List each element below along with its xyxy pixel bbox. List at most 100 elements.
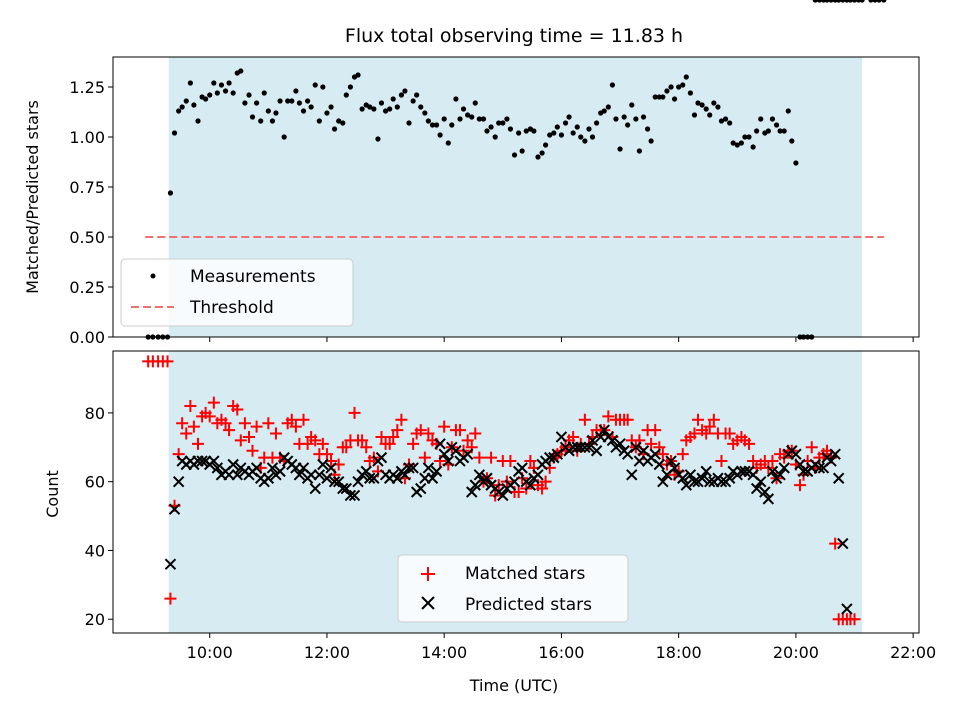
measurement-point [754, 128, 760, 134]
measurement-point [484, 128, 490, 134]
top-y-tick-label: 0.00 [69, 328, 105, 347]
measurement-point [414, 92, 420, 98]
measurement-point [406, 120, 412, 126]
measurement-point [793, 160, 799, 166]
matched-star-point [360, 441, 373, 454]
matched-star-point [703, 420, 716, 433]
matched-star-point [524, 455, 537, 468]
predicted-star-point [407, 462, 419, 474]
measurement-point [312, 82, 318, 88]
predicted-star-point [774, 469, 786, 481]
predicted-star-point [583, 441, 595, 454]
measurement-point [496, 120, 502, 126]
predicted-star-point [430, 465, 443, 478]
measurement-point [547, 132, 553, 138]
measurement-point [300, 108, 307, 114]
measurement-point [586, 126, 592, 132]
measurement-point [480, 116, 487, 122]
measurement-point [378, 100, 385, 106]
measurement-point [671, 96, 678, 102]
top-y-tick-label: 0.75 [69, 178, 105, 197]
predicted-star-point [442, 455, 455, 467]
measurement-point [222, 88, 229, 94]
measurement-point [265, 108, 271, 114]
measurement-point [711, 100, 717, 106]
measurement-point [453, 96, 459, 102]
matched-star-point [723, 427, 736, 440]
predicted-star-point [614, 438, 626, 450]
predicted-star-point [762, 493, 775, 505]
measurement-point [636, 148, 642, 154]
measurement-point [785, 108, 791, 114]
matched-star-point [656, 448, 669, 461]
legend-measurements-marker [150, 273, 156, 279]
measurement-point [273, 110, 279, 116]
top-legend: Measurements Threshold [120, 258, 354, 327]
top-y-tick-label: 0.25 [69, 278, 105, 297]
matched-star-point [242, 430, 255, 443]
x-tick-label: 16:00 [538, 643, 584, 662]
measurement-point [296, 100, 303, 106]
legend-threshold-label: Threshold [189, 298, 274, 318]
chart-title: Flux total observing time = 11.83 h [345, 25, 683, 47]
measurement-point [433, 122, 440, 128]
measurement-point [824, 0, 830, 3]
bottom-y-tick-label: 80 [85, 404, 105, 423]
measurement-point [465, 112, 471, 118]
matched-star-point [578, 413, 591, 426]
matched-star-point [395, 413, 408, 426]
measurement-point [734, 142, 740, 148]
measurement-point [746, 134, 752, 140]
matched-star-point [238, 417, 251, 430]
measurement-point [582, 138, 588, 144]
predicted-star-point [293, 469, 306, 481]
predicted-star-point [829, 448, 841, 460]
matched-star-point [485, 451, 498, 464]
bottom-y-tick-label: 60 [85, 473, 105, 492]
measurement-point [469, 114, 475, 120]
measurement-point [750, 144, 756, 150]
matched-star-point [418, 451, 431, 464]
measurement-point [660, 94, 666, 100]
predicted-star-point [391, 472, 404, 484]
predicted-star-point [325, 462, 337, 474]
predicted-star-point [274, 465, 286, 478]
measurement-point [316, 118, 322, 124]
bottom-legend: Matched stars Predicted stars [397, 554, 629, 623]
measurement-point [594, 120, 600, 126]
measurement-point [727, 120, 733, 126]
measurement-point [187, 80, 193, 86]
measurement-point [422, 110, 428, 116]
predicted-star-point [223, 469, 235, 481]
predicted-star-point [606, 434, 619, 447]
measurement-point [738, 140, 744, 146]
measurement-point [769, 116, 776, 122]
matched-star-point [262, 417, 275, 430]
predicted-star-point [352, 475, 364, 488]
top-y-tick-label: 0.50 [69, 228, 105, 247]
measurement-point [613, 116, 619, 122]
predicted-star-point [590, 445, 603, 457]
top-legend-box [120, 258, 354, 327]
predicted-star-point [227, 458, 239, 471]
predicted-star-point [415, 482, 427, 495]
measurement-point [652, 94, 658, 100]
predicted-star-point [575, 441, 587, 454]
matched-star-point [176, 417, 189, 430]
predicted-star-point [426, 472, 439, 484]
predicted-stars-series [165, 425, 853, 615]
measurement-point [872, 0, 878, 3]
measurement-point [703, 106, 709, 112]
measurement-point [633, 116, 639, 122]
measurement-point [742, 134, 748, 140]
predicted-star-point [375, 451, 388, 464]
matched-star-point [316, 437, 329, 450]
matched-star-point [191, 437, 204, 450]
matched-star-point [246, 444, 259, 457]
matched-star-point [231, 403, 244, 416]
x-tick-label: 14:00 [421, 643, 467, 662]
measurement-point [504, 116, 510, 122]
predicted-star-point [364, 472, 376, 484]
measurement-point [285, 98, 291, 104]
x-axis-label: Time (UTC) [469, 676, 558, 695]
